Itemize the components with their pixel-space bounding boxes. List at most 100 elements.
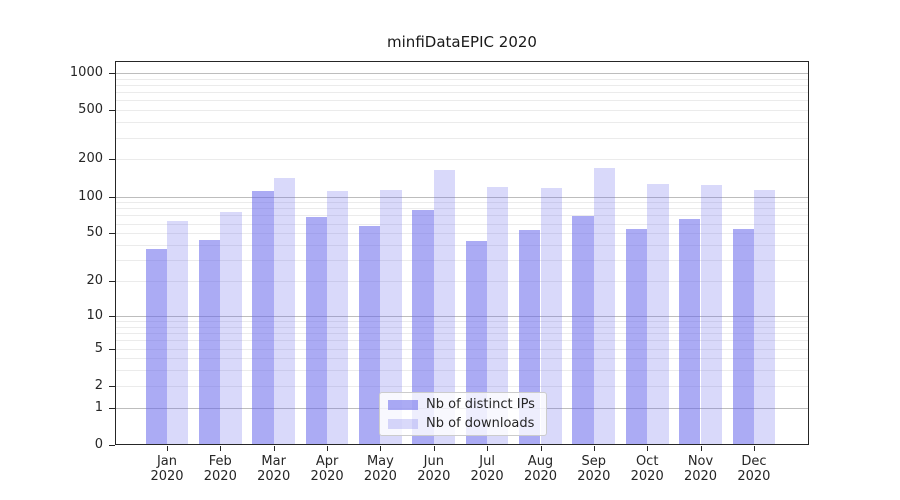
x-tick-mark-dec bbox=[753, 446, 755, 451]
x-tick-label-mar: Mar 2020 bbox=[242, 454, 306, 484]
bar-sep-ips bbox=[572, 216, 594, 445]
gridline-minor bbox=[116, 370, 808, 372]
legend-label-distinct-ips: Nb of distinct IPs bbox=[426, 397, 535, 412]
bar-apr-ips bbox=[305, 217, 328, 445]
x-tick-mark-apr bbox=[327, 446, 329, 451]
x-tick-mark-jun bbox=[433, 446, 435, 451]
x-tick-month: Dec bbox=[741, 454, 767, 469]
gridline-minor bbox=[116, 245, 808, 246]
x-tick-year: 2020 bbox=[470, 469, 504, 484]
gridline-minor bbox=[116, 159, 808, 161]
bar-dec-ips bbox=[732, 229, 754, 445]
x-tick-label-feb: Feb 2020 bbox=[188, 454, 252, 484]
legend-item-downloads: Nb of downloads bbox=[388, 416, 538, 431]
y-tick-mark-1 bbox=[109, 407, 115, 409]
bar-oct-ips bbox=[625, 229, 648, 445]
gridline-minor bbox=[116, 340, 808, 342]
bar-sep-downloads bbox=[593, 167, 616, 445]
legend-label-downloads: Nb of downloads bbox=[426, 416, 535, 431]
y-tick-mark-100 bbox=[109, 196, 115, 198]
y-tick-mark-2 bbox=[109, 385, 115, 387]
x-tick-year: 2020 bbox=[683, 469, 718, 484]
x-tick-month: Apr bbox=[315, 454, 339, 469]
x-tick-year: 2020 bbox=[310, 469, 344, 484]
x-tick-label-oct: Oct 2020 bbox=[615, 454, 679, 484]
gridline-major bbox=[116, 196, 808, 198]
gridline-minor bbox=[116, 100, 808, 102]
gridline-minor bbox=[116, 223, 808, 225]
x-tick-month: May bbox=[366, 454, 394, 469]
x-tick-mark-may bbox=[380, 446, 382, 451]
gridline-major bbox=[116, 315, 808, 317]
y-tick-label-0: 0 bbox=[94, 437, 103, 452]
y-tick-mark-0 bbox=[109, 445, 115, 446]
bar-nov-ips bbox=[679, 218, 701, 445]
y-tick-mark-1000 bbox=[109, 72, 115, 74]
gridline-minor bbox=[116, 333, 808, 334]
y-tick-label-1: 1 bbox=[94, 399, 103, 415]
x-tick-label-may: May 2020 bbox=[348, 454, 412, 484]
gridline-minor bbox=[116, 78, 808, 80]
gridline-minor bbox=[116, 385, 808, 387]
gridline-major bbox=[116, 72, 808, 74]
x-tick-label-jun: Jun 2020 bbox=[402, 454, 466, 484]
y-tick-label-1000: 1000 bbox=[69, 64, 103, 80]
x-tick-label-aug: Aug 2020 bbox=[509, 454, 573, 484]
bar-may-downloads bbox=[380, 189, 402, 445]
x-tick-label-dec: Dec 2020 bbox=[722, 454, 786, 484]
chart-title: minfiDataEPIC 2020 bbox=[387, 33, 537, 51]
y-tick-label-50: 50 bbox=[86, 225, 103, 241]
x-tick-mark-nov bbox=[700, 446, 702, 451]
x-tick-label-sep: Sep 2020 bbox=[562, 454, 626, 484]
gridline-minor bbox=[116, 202, 808, 204]
y-tick-label-200: 200 bbox=[78, 151, 103, 167]
x-tick-month: Jun bbox=[423, 454, 444, 469]
x-tick-year: 2020 bbox=[577, 469, 611, 484]
x-tick-year: 2020 bbox=[417, 469, 451, 484]
x-tick-mark-oct bbox=[647, 446, 649, 451]
bar-apr-downloads bbox=[327, 191, 349, 445]
x-tick-year: 2020 bbox=[737, 469, 771, 484]
gridline-minor bbox=[116, 137, 808, 139]
x-tick-year: 2020 bbox=[150, 469, 184, 484]
bar-jan-ips bbox=[145, 249, 167, 445]
legend-swatch-distinct-ips bbox=[388, 399, 418, 410]
x-tick-label-nov: Nov 2020 bbox=[669, 454, 733, 484]
bar-nov-downloads bbox=[700, 185, 722, 445]
gridline-minor bbox=[116, 281, 808, 282]
bar-may-ips bbox=[359, 226, 381, 445]
x-tick-label-jul: Jul 2020 bbox=[455, 454, 519, 484]
gridline-minor bbox=[116, 215, 808, 217]
bar-jun-ips bbox=[412, 210, 434, 445]
legend-item-distinct-ips: Nb of distinct IPs bbox=[388, 397, 538, 412]
y-tick-label-5: 5 bbox=[94, 340, 103, 356]
bar-aug-ips bbox=[519, 230, 541, 445]
x-tick-year: 2020 bbox=[203, 469, 237, 484]
y-tick-mark-50 bbox=[109, 233, 115, 235]
x-tick-label-jan: Jan 2020 bbox=[135, 454, 199, 484]
legend-swatch-downloads bbox=[388, 418, 418, 429]
y-tick-mark-10 bbox=[109, 315, 115, 317]
x-tick-mark-aug bbox=[540, 446, 542, 451]
gridline-minor bbox=[116, 260, 808, 262]
gridline-minor bbox=[116, 110, 808, 112]
y-tick-mark-5 bbox=[109, 348, 115, 350]
x-tick-month: Aug bbox=[527, 454, 554, 469]
x-tick-year: 2020 bbox=[363, 469, 397, 484]
bar-mar-downloads bbox=[273, 177, 296, 445]
x-tick-mark-mar bbox=[273, 446, 275, 451]
bar-jan-downloads bbox=[167, 221, 189, 445]
x-tick-month: Jan bbox=[156, 454, 178, 469]
y-tick-mark-20 bbox=[109, 281, 115, 282]
x-tick-month: Oct bbox=[635, 454, 659, 469]
x-tick-month: Nov bbox=[687, 454, 714, 469]
x-tick-label-apr: Apr 2020 bbox=[295, 454, 359, 484]
y-tick-label-10: 10 bbox=[86, 307, 103, 323]
bar-oct-downloads bbox=[647, 184, 669, 445]
x-tick-mark-sep bbox=[593, 446, 595, 451]
x-tick-mark-feb bbox=[220, 446, 222, 451]
bar-dec-downloads bbox=[753, 190, 776, 445]
